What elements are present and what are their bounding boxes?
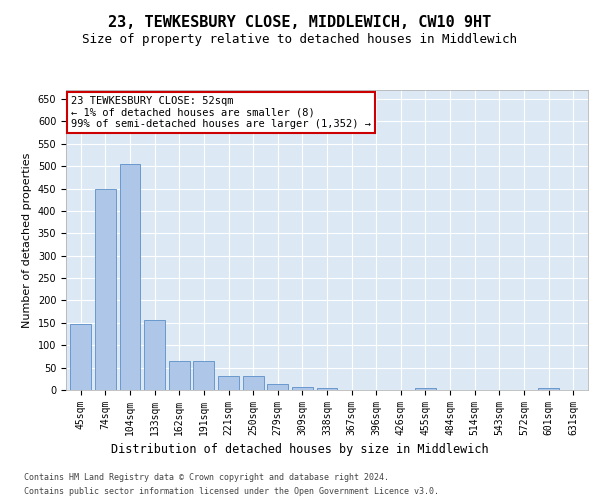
Y-axis label: Number of detached properties: Number of detached properties <box>22 152 32 328</box>
Text: Distribution of detached houses by size in Middlewich: Distribution of detached houses by size … <box>111 442 489 456</box>
Bar <box>538 388 559 390</box>
Bar <box>193 361 214 390</box>
Bar <box>218 376 239 390</box>
Text: Contains HM Land Registry data © Crown copyright and database right 2024.: Contains HM Land Registry data © Crown c… <box>24 472 389 482</box>
Bar <box>242 376 263 390</box>
Bar <box>70 324 91 390</box>
Bar <box>267 384 288 390</box>
Bar <box>292 388 313 390</box>
Bar <box>317 388 337 390</box>
Bar <box>119 164 140 390</box>
Text: Contains public sector information licensed under the Open Government Licence v3: Contains public sector information licen… <box>24 488 439 496</box>
Text: Size of property relative to detached houses in Middlewich: Size of property relative to detached ho… <box>83 32 517 46</box>
Text: 23, TEWKESBURY CLOSE, MIDDLEWICH, CW10 9HT: 23, TEWKESBURY CLOSE, MIDDLEWICH, CW10 9… <box>109 15 491 30</box>
Bar <box>415 388 436 390</box>
Bar <box>144 320 165 390</box>
Text: 23 TEWKESBURY CLOSE: 52sqm
← 1% of detached houses are smaller (8)
99% of semi-d: 23 TEWKESBURY CLOSE: 52sqm ← 1% of detac… <box>71 96 371 129</box>
Bar <box>169 361 190 390</box>
Bar <box>95 190 116 390</box>
